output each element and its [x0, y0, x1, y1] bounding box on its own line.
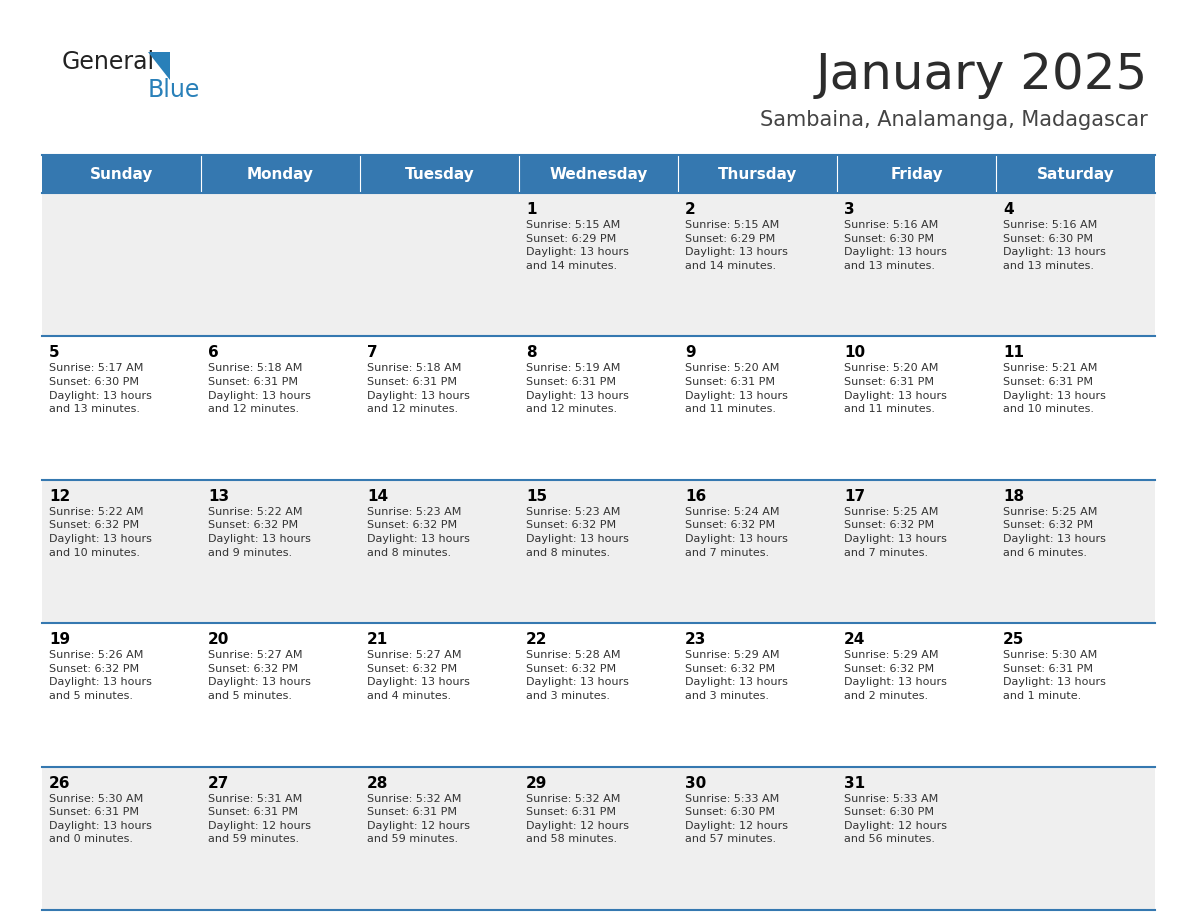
Text: 9: 9	[685, 345, 696, 361]
Text: 25: 25	[1003, 633, 1024, 647]
Text: Saturday: Saturday	[1037, 166, 1114, 182]
Text: 19: 19	[49, 633, 70, 647]
Text: 18: 18	[1003, 488, 1024, 504]
Text: 20: 20	[208, 633, 229, 647]
Text: Sunrise: 5:17 AM
Sunset: 6:30 PM
Daylight: 13 hours
and 13 minutes.: Sunrise: 5:17 AM Sunset: 6:30 PM Dayligh…	[49, 364, 152, 414]
Text: Sunrise: 5:25 AM
Sunset: 6:32 PM
Daylight: 13 hours
and 6 minutes.: Sunrise: 5:25 AM Sunset: 6:32 PM Dayligh…	[1003, 507, 1106, 557]
Text: Sunrise: 5:19 AM
Sunset: 6:31 PM
Daylight: 13 hours
and 12 minutes.: Sunrise: 5:19 AM Sunset: 6:31 PM Dayligh…	[526, 364, 628, 414]
Bar	[996, 155, 1155, 193]
Text: 16: 16	[685, 488, 706, 504]
Text: Sunrise: 5:28 AM
Sunset: 6:32 PM
Daylight: 13 hours
and 3 minutes.: Sunrise: 5:28 AM Sunset: 6:32 PM Dayligh…	[526, 650, 628, 701]
Text: 17: 17	[843, 488, 865, 504]
Text: General: General	[62, 50, 156, 74]
Text: Sunday: Sunday	[90, 166, 153, 182]
Text: Sambaina, Analamanga, Madagascar: Sambaina, Analamanga, Madagascar	[760, 110, 1148, 130]
Text: Sunrise: 5:22 AM
Sunset: 6:32 PM
Daylight: 13 hours
and 9 minutes.: Sunrise: 5:22 AM Sunset: 6:32 PM Dayligh…	[208, 507, 311, 557]
Bar	[42, 155, 201, 193]
Text: Sunrise: 5:25 AM
Sunset: 6:32 PM
Daylight: 13 hours
and 7 minutes.: Sunrise: 5:25 AM Sunset: 6:32 PM Dayligh…	[843, 507, 947, 557]
Text: Sunrise: 5:16 AM
Sunset: 6:30 PM
Daylight: 13 hours
and 13 minutes.: Sunrise: 5:16 AM Sunset: 6:30 PM Dayligh…	[1003, 220, 1106, 271]
Text: Sunrise: 5:20 AM
Sunset: 6:31 PM
Daylight: 13 hours
and 11 minutes.: Sunrise: 5:20 AM Sunset: 6:31 PM Dayligh…	[685, 364, 788, 414]
Text: 10: 10	[843, 345, 865, 361]
Text: Sunrise: 5:29 AM
Sunset: 6:32 PM
Daylight: 13 hours
and 2 minutes.: Sunrise: 5:29 AM Sunset: 6:32 PM Dayligh…	[843, 650, 947, 701]
Bar	[838, 155, 996, 193]
Text: 2: 2	[685, 202, 696, 217]
Text: 11: 11	[1003, 345, 1024, 361]
Text: Sunrise: 5:22 AM
Sunset: 6:32 PM
Daylight: 13 hours
and 10 minutes.: Sunrise: 5:22 AM Sunset: 6:32 PM Dayligh…	[49, 507, 152, 557]
Text: 1: 1	[526, 202, 537, 217]
Text: Sunrise: 5:32 AM
Sunset: 6:31 PM
Daylight: 12 hours
and 59 minutes.: Sunrise: 5:32 AM Sunset: 6:31 PM Dayligh…	[367, 793, 470, 845]
Text: 26: 26	[49, 776, 70, 790]
Text: Sunrise: 5:15 AM
Sunset: 6:29 PM
Daylight: 13 hours
and 14 minutes.: Sunrise: 5:15 AM Sunset: 6:29 PM Dayligh…	[526, 220, 628, 271]
Text: Sunrise: 5:33 AM
Sunset: 6:30 PM
Daylight: 12 hours
and 57 minutes.: Sunrise: 5:33 AM Sunset: 6:30 PM Dayligh…	[685, 793, 788, 845]
Text: 3: 3	[843, 202, 854, 217]
Text: 24: 24	[843, 633, 865, 647]
Text: 30: 30	[685, 776, 706, 790]
Text: 21: 21	[367, 633, 388, 647]
Text: Blue: Blue	[148, 78, 201, 102]
Text: Thursday: Thursday	[718, 166, 797, 182]
Polygon shape	[148, 52, 170, 80]
Bar	[519, 155, 678, 193]
Text: Sunrise: 5:16 AM
Sunset: 6:30 PM
Daylight: 13 hours
and 13 minutes.: Sunrise: 5:16 AM Sunset: 6:30 PM Dayligh…	[843, 220, 947, 271]
Text: Sunrise: 5:21 AM
Sunset: 6:31 PM
Daylight: 13 hours
and 10 minutes.: Sunrise: 5:21 AM Sunset: 6:31 PM Dayligh…	[1003, 364, 1106, 414]
Bar	[42, 336, 1155, 480]
Text: Sunrise: 5:27 AM
Sunset: 6:32 PM
Daylight: 13 hours
and 5 minutes.: Sunrise: 5:27 AM Sunset: 6:32 PM Dayligh…	[208, 650, 311, 701]
Text: 22: 22	[526, 633, 548, 647]
Text: 5: 5	[49, 345, 59, 361]
Text: Sunrise: 5:33 AM
Sunset: 6:30 PM
Daylight: 12 hours
and 56 minutes.: Sunrise: 5:33 AM Sunset: 6:30 PM Dayligh…	[843, 793, 947, 845]
Text: 7: 7	[367, 345, 378, 361]
Bar	[42, 767, 1155, 910]
Bar	[360, 155, 519, 193]
Text: Sunrise: 5:15 AM
Sunset: 6:29 PM
Daylight: 13 hours
and 14 minutes.: Sunrise: 5:15 AM Sunset: 6:29 PM Dayligh…	[685, 220, 788, 271]
Text: 12: 12	[49, 488, 70, 504]
Text: Sunrise: 5:24 AM
Sunset: 6:32 PM
Daylight: 13 hours
and 7 minutes.: Sunrise: 5:24 AM Sunset: 6:32 PM Dayligh…	[685, 507, 788, 557]
Text: Sunrise: 5:30 AM
Sunset: 6:31 PM
Daylight: 13 hours
and 1 minute.: Sunrise: 5:30 AM Sunset: 6:31 PM Dayligh…	[1003, 650, 1106, 701]
Text: Sunrise: 5:31 AM
Sunset: 6:31 PM
Daylight: 12 hours
and 59 minutes.: Sunrise: 5:31 AM Sunset: 6:31 PM Dayligh…	[208, 793, 311, 845]
Text: Friday: Friday	[890, 166, 943, 182]
Text: 23: 23	[685, 633, 707, 647]
Text: Sunrise: 5:18 AM
Sunset: 6:31 PM
Daylight: 13 hours
and 12 minutes.: Sunrise: 5:18 AM Sunset: 6:31 PM Dayligh…	[367, 364, 470, 414]
Text: Sunrise: 5:29 AM
Sunset: 6:32 PM
Daylight: 13 hours
and 3 minutes.: Sunrise: 5:29 AM Sunset: 6:32 PM Dayligh…	[685, 650, 788, 701]
Text: Sunrise: 5:18 AM
Sunset: 6:31 PM
Daylight: 13 hours
and 12 minutes.: Sunrise: 5:18 AM Sunset: 6:31 PM Dayligh…	[208, 364, 311, 414]
Text: Wednesday: Wednesday	[549, 166, 647, 182]
Text: Sunrise: 5:20 AM
Sunset: 6:31 PM
Daylight: 13 hours
and 11 minutes.: Sunrise: 5:20 AM Sunset: 6:31 PM Dayligh…	[843, 364, 947, 414]
Text: Sunrise: 5:26 AM
Sunset: 6:32 PM
Daylight: 13 hours
and 5 minutes.: Sunrise: 5:26 AM Sunset: 6:32 PM Dayligh…	[49, 650, 152, 701]
Text: Sunrise: 5:32 AM
Sunset: 6:31 PM
Daylight: 12 hours
and 58 minutes.: Sunrise: 5:32 AM Sunset: 6:31 PM Dayligh…	[526, 793, 628, 845]
Text: 6: 6	[208, 345, 219, 361]
Text: Monday: Monday	[247, 166, 314, 182]
Text: Sunrise: 5:23 AM
Sunset: 6:32 PM
Daylight: 13 hours
and 8 minutes.: Sunrise: 5:23 AM Sunset: 6:32 PM Dayligh…	[526, 507, 628, 557]
Bar	[42, 193, 1155, 336]
Text: Sunrise: 5:27 AM
Sunset: 6:32 PM
Daylight: 13 hours
and 4 minutes.: Sunrise: 5:27 AM Sunset: 6:32 PM Dayligh…	[367, 650, 470, 701]
Text: 28: 28	[367, 776, 388, 790]
Text: 31: 31	[843, 776, 865, 790]
Text: 4: 4	[1003, 202, 1013, 217]
Text: Sunrise: 5:23 AM
Sunset: 6:32 PM
Daylight: 13 hours
and 8 minutes.: Sunrise: 5:23 AM Sunset: 6:32 PM Dayligh…	[367, 507, 470, 557]
Text: January 2025: January 2025	[816, 51, 1148, 99]
Text: 14: 14	[367, 488, 388, 504]
Bar	[201, 155, 360, 193]
Text: 15: 15	[526, 488, 548, 504]
Bar	[42, 623, 1155, 767]
Text: Sunrise: 5:30 AM
Sunset: 6:31 PM
Daylight: 13 hours
and 0 minutes.: Sunrise: 5:30 AM Sunset: 6:31 PM Dayligh…	[49, 793, 152, 845]
Bar	[42, 480, 1155, 623]
Text: 29: 29	[526, 776, 548, 790]
Text: 27: 27	[208, 776, 229, 790]
Text: 8: 8	[526, 345, 537, 361]
Text: Tuesday: Tuesday	[405, 166, 474, 182]
Bar	[678, 155, 838, 193]
Text: 13: 13	[208, 488, 229, 504]
